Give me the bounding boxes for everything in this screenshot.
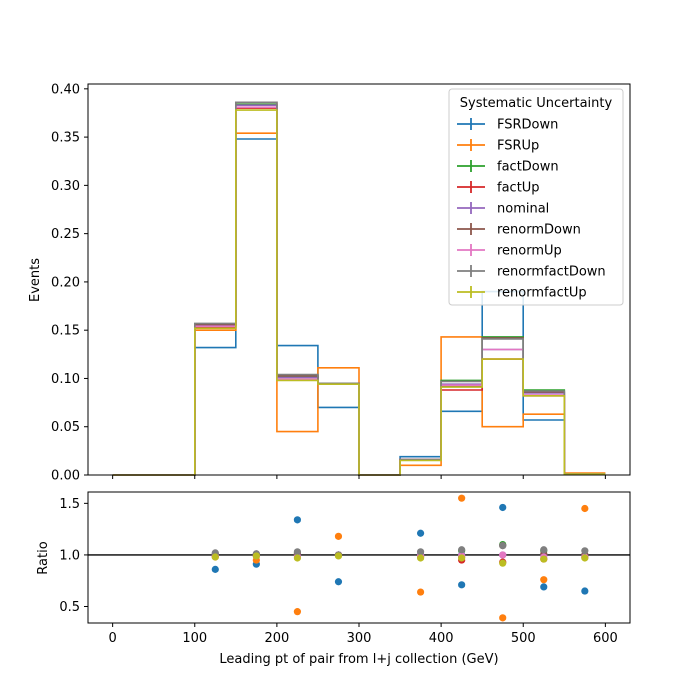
main-y-tick-label: 0.25 [51, 227, 80, 242]
ratio-panel: 0 100 200 300 400 500 600 0.5 1.0 1.5 Ratio Lead… [36, 491, 631, 667]
ratio-y-ticks: 0.5 1.0 1.5 [59, 497, 88, 615]
ratio-point-FSRDown [416, 529, 425, 537]
x-tick-label: 200 [264, 631, 289, 646]
ratio-point-renormfactUp [334, 552, 343, 560]
main-y-axis-label: Events [28, 258, 43, 302]
ratio-point-renormUp [499, 551, 507, 559]
ratio-point-FSRDown [334, 578, 343, 586]
ratio-point-FSRDown [458, 581, 466, 589]
ratio-point-renormfactUp [416, 554, 425, 562]
x-tick-label: 600 [593, 631, 618, 646]
legend-label-nominal: nominal [497, 202, 549, 217]
legend-label-FSRDown: FSRDown [497, 118, 558, 133]
ratio-point-renormfactDown [416, 548, 425, 556]
x-tick-label: 0 [108, 631, 116, 646]
ratio-point-FSRUp [334, 532, 343, 540]
main-axes-frame [87, 83, 631, 476]
ratio-point-FSRUp [458, 494, 466, 502]
main-x-ticks [112, 475, 606, 479]
ratio-point-FSRDown [499, 503, 507, 512]
x-tick-label: 500 [511, 631, 536, 646]
ratio-point-FSRUp [581, 504, 589, 513]
main-y-tick-label: 0.35 [51, 131, 80, 146]
legend-label-renormfactUp: renormfactUp [497, 286, 587, 301]
main-y-tick-label: 0.30 [51, 179, 80, 194]
main-y-tick-label: 0.40 [51, 82, 80, 97]
ratio-point-renormfactUp [499, 559, 507, 567]
ratio-point-FSRUp [499, 614, 507, 622]
ratio-point-renormfactUp [252, 552, 260, 560]
ratio-point-renormfactDown [581, 547, 589, 555]
x-axis-label: Leading pt of pair from l+j collection (… [219, 652, 498, 667]
x-tick-label: 100 [182, 631, 207, 646]
ratio-point-FSRDown [211, 565, 219, 573]
ratio-point-renormfactDown [458, 546, 466, 554]
x-tick-label: 400 [429, 631, 454, 646]
ratio-point-FSRUp [416, 588, 425, 596]
ratio-point-FSRUp [540, 576, 548, 584]
ratio-point-renormfactUp [458, 554, 466, 562]
ratio-point-renormfactUp [581, 554, 589, 562]
ratio-y-axis-label: Ratio [36, 541, 51, 574]
ratio-y-tick-label: 1.0 [59, 548, 80, 563]
ratio-point-renormfactUp [211, 553, 219, 561]
legend-title: Systematic Uncertainty [460, 96, 613, 111]
main-y-tick-label: 0.10 [51, 372, 80, 387]
ratio-series-layer [211, 494, 589, 622]
ratio-point-renormfactDown [499, 542, 507, 550]
ratio-x-ticks: 0 100 200 300 400 500 600 [108, 623, 618, 646]
legend-label-renormUp: renormUp [497, 244, 562, 259]
ratio-axes-frame [87, 491, 631, 624]
legend-label-factDown: factDown [497, 160, 559, 175]
ratio-y-tick-label: 1.5 [59, 497, 80, 512]
legend-label-factUp: factUp [497, 181, 540, 196]
main-y-tick-label: 0.20 [51, 275, 80, 290]
ratio-point-renormfactDown [540, 546, 548, 554]
ratio-point-FSRDown [581, 587, 589, 595]
main-panel: 0.00 0.05 0.10 0.15 0.20 0.25 0.30 0.35 0.40 Eve… [28, 82, 631, 484]
legend: Systematic Uncertainty FSRDown FSRUp factDo… [448, 88, 624, 306]
ratio-y-tick-label: 0.5 [59, 600, 80, 615]
ratio-point-FSRUp [293, 608, 302, 616]
ratio-point-FSRDown [293, 516, 302, 524]
ratio-point-renormfactDown [293, 548, 302, 556]
legend-label-renormfactDown: renormfactDown [497, 265, 606, 280]
ratio-point-renormfactUp [293, 554, 302, 562]
main-y-ticks: 0.00 0.05 0.10 0.15 0.20 0.25 0.30 0.35 0.40 [51, 82, 88, 484]
main-y-tick-label: 0.05 [51, 420, 80, 435]
main-y-tick-label: 0.00 [51, 469, 80, 484]
x-tick-label: 300 [347, 631, 372, 646]
legend-label-FSRUp: FSRUp [497, 139, 539, 154]
legend-box [448, 88, 624, 306]
ratio-point-renormfactUp [540, 555, 548, 563]
ratio-point-FSRDown [540, 583, 548, 591]
main-y-tick-label: 0.15 [51, 324, 80, 339]
legend-label-renormDown: renormDown [497, 223, 581, 238]
